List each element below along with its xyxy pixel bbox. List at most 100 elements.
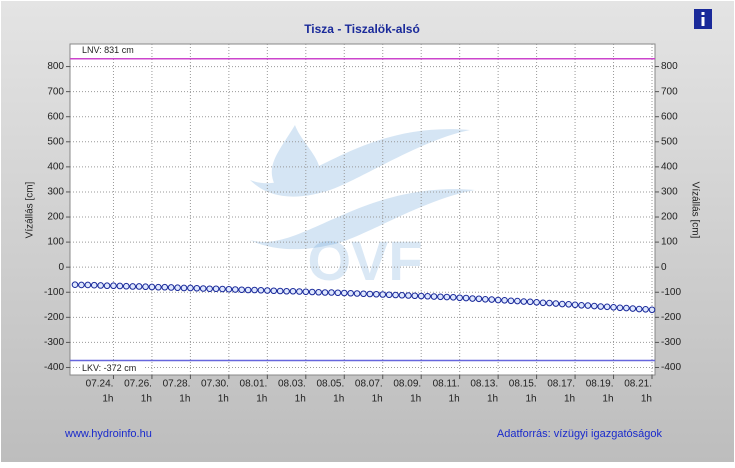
x-tick-label: 07.28. bbox=[163, 379, 191, 390]
data-point bbox=[155, 283, 162, 291]
y2-tick-label: -400 bbox=[661, 362, 681, 373]
x-tick-label: 07.24. bbox=[86, 379, 114, 390]
data-point bbox=[148, 283, 156, 291]
x-tick-label: 08.15. bbox=[509, 379, 537, 390]
data-point bbox=[437, 293, 444, 301]
y2-tick-label: 400 bbox=[661, 162, 678, 173]
x-tick-label: 08.17. bbox=[547, 379, 575, 390]
data-point bbox=[97, 282, 104, 289]
data-point bbox=[353, 290, 361, 297]
footer-source: Adatforrás: vízügyi igazgatóságok bbox=[497, 428, 663, 440]
data-point bbox=[328, 289, 335, 296]
y-tick-label: 500 bbox=[47, 136, 64, 147]
data-point bbox=[642, 306, 649, 313]
info-icon[interactable] bbox=[694, 9, 712, 29]
data-point bbox=[392, 291, 399, 299]
y2-tick-label: 500 bbox=[661, 136, 678, 147]
data-point bbox=[648, 306, 656, 314]
x-tick-hour: 1h bbox=[295, 394, 306, 405]
footer-link[interactable]: www.hydroinfo.hu bbox=[64, 428, 152, 440]
data-point bbox=[443, 293, 451, 301]
info-icon-dot bbox=[701, 12, 705, 15]
x-tick-hour: 1h bbox=[372, 394, 383, 405]
y-tick-label: 700 bbox=[47, 86, 64, 97]
y2-tick-label: 800 bbox=[661, 61, 678, 72]
data-point bbox=[244, 286, 252, 294]
data-point bbox=[379, 291, 387, 298]
data-point bbox=[199, 285, 207, 292]
data-point bbox=[629, 305, 637, 312]
x-tick-label: 08.05. bbox=[316, 379, 344, 390]
data-point bbox=[347, 289, 354, 297]
x-tick-hour: 1h bbox=[333, 394, 344, 405]
data-point bbox=[71, 281, 79, 289]
data-point bbox=[276, 287, 284, 295]
x-tick-hour: 1h bbox=[256, 394, 267, 405]
data-point bbox=[110, 282, 117, 290]
x-tick-label: 08.07. bbox=[355, 379, 383, 390]
x-tick-hour: 1h bbox=[410, 394, 421, 405]
data-point bbox=[289, 287, 297, 295]
data-point bbox=[424, 292, 431, 300]
y-axis-label: Vízállás [cm] bbox=[25, 181, 36, 238]
data-point bbox=[405, 292, 412, 299]
data-point bbox=[366, 290, 374, 298]
x-tick-hour: 1h bbox=[102, 394, 113, 405]
data-point bbox=[174, 284, 181, 292]
data-point bbox=[122, 282, 130, 290]
y-tick-label: -300 bbox=[44, 337, 64, 348]
data-point bbox=[520, 298, 528, 305]
data-point bbox=[494, 296, 502, 304]
x-tick-hour: 1h bbox=[564, 394, 575, 405]
y2-tick-label: 700 bbox=[661, 86, 678, 97]
data-point bbox=[84, 281, 92, 289]
data-point bbox=[482, 295, 489, 303]
reference-label: LKV: -372 cm bbox=[82, 363, 136, 373]
y-tick-label: 200 bbox=[47, 212, 64, 223]
y2-tick-label: 200 bbox=[661, 212, 678, 223]
y-tick-label: 600 bbox=[47, 111, 64, 122]
watermark: OVF bbox=[307, 229, 422, 292]
x-tick-hour: 1h bbox=[641, 394, 652, 405]
y2-tick-label: 0 bbox=[661, 262, 667, 273]
data-point bbox=[321, 289, 329, 296]
data-point bbox=[597, 303, 605, 310]
data-point bbox=[251, 286, 258, 294]
data-point bbox=[539, 299, 547, 307]
data-point bbox=[340, 289, 348, 297]
data-point bbox=[238, 286, 245, 294]
data-point bbox=[578, 301, 585, 309]
x-tick-hour: 1h bbox=[141, 394, 152, 405]
data-point bbox=[398, 291, 406, 299]
data-point bbox=[257, 286, 265, 294]
y2-tick-label: -100 bbox=[661, 287, 681, 298]
data-point bbox=[231, 286, 239, 293]
data-point bbox=[456, 294, 463, 302]
data-point bbox=[430, 293, 438, 300]
data-point bbox=[187, 284, 194, 292]
data-point bbox=[603, 303, 611, 311]
y2-tick-label: -300 bbox=[661, 337, 681, 348]
data-point bbox=[558, 300, 566, 308]
data-point bbox=[219, 285, 226, 293]
data-point bbox=[533, 298, 540, 306]
x-tick-label: 08.21. bbox=[624, 379, 652, 390]
data-point bbox=[129, 283, 136, 290]
data-point bbox=[507, 297, 515, 305]
data-point bbox=[449, 293, 457, 301]
reference-label-bg bbox=[80, 362, 144, 375]
data-point bbox=[571, 301, 579, 309]
data-point bbox=[360, 290, 367, 298]
x-tick-hour: 1h bbox=[449, 394, 460, 405]
x-tick-hour: 1h bbox=[218, 394, 229, 405]
data-point bbox=[296, 288, 303, 295]
data-point bbox=[514, 297, 521, 305]
data-point bbox=[116, 282, 124, 290]
data-point bbox=[462, 294, 470, 302]
data-point bbox=[135, 283, 143, 290]
y2-axis-label: Vízállás [cm] bbox=[689, 182, 700, 239]
data-point bbox=[103, 282, 111, 290]
data-point bbox=[591, 302, 598, 310]
x-tick-label: 08.13. bbox=[470, 379, 498, 390]
